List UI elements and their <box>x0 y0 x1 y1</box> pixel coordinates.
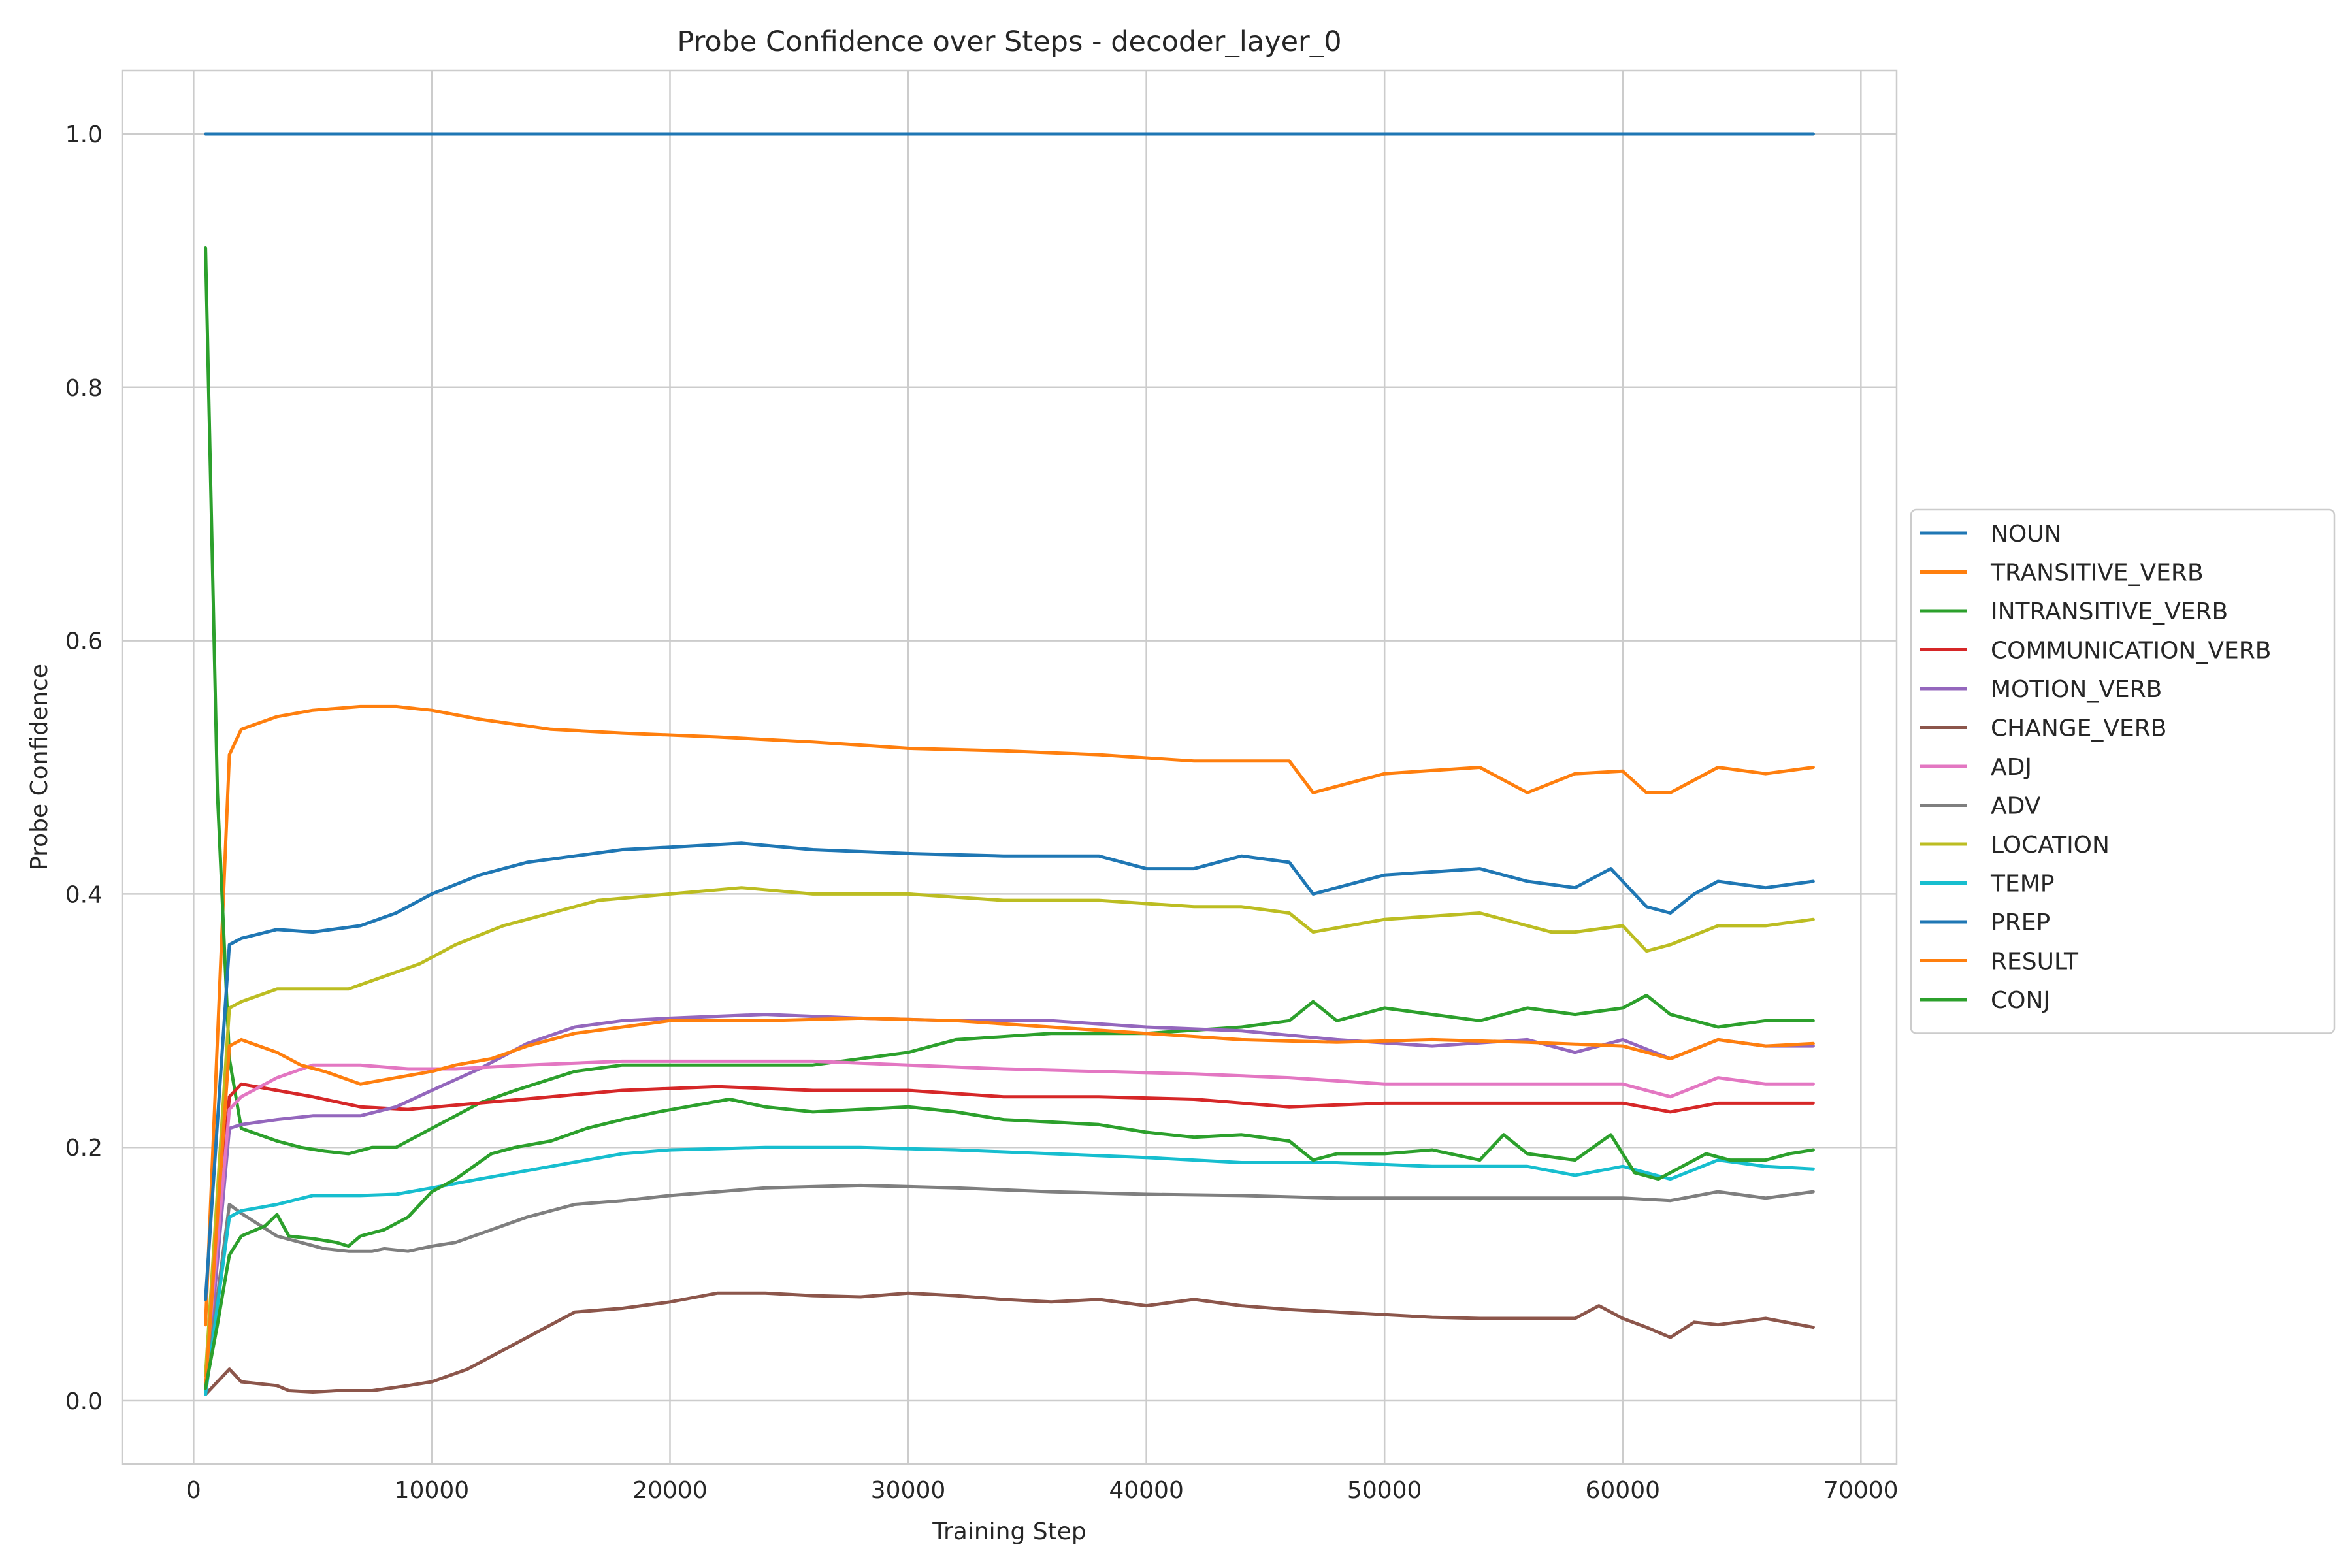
legend-label: COMMUNICATION_VERB <box>1991 638 2271 664</box>
x-tick-label: 30000 <box>871 1477 946 1504</box>
legend-label: NOUN <box>1991 521 2062 547</box>
legend: NOUN TRANSITIVE_VERB INTRANSITIVE_VERB COMM… <box>1910 508 2336 1034</box>
legend-label: TRANSITIVE_VERB <box>1990 560 2204 587</box>
x-gridlines <box>193 71 1862 1464</box>
legend-label: LOCATION <box>1991 832 2110 858</box>
series-line-result <box>204 1016 1815 1390</box>
x-tick-label: 40000 <box>1109 1477 1184 1504</box>
series-line-adv <box>204 1183 1815 1390</box>
series-line-conj <box>204 1098 1815 1390</box>
series-line-intransitive-verb <box>204 246 1815 1156</box>
series-line-prep <box>204 841 1815 1301</box>
series-lines <box>204 132 1815 1396</box>
y-tick-labels: 0.0 0.2 0.4 0.6 0.8 1.0 <box>65 122 103 1415</box>
legend-label: RESULT <box>1991 949 2079 975</box>
y-axis-title: Probe Confidence <box>26 664 53 870</box>
series-line-communication-verb <box>204 1082 1815 1377</box>
legend-label: ADJ <box>1991 754 2032 781</box>
y-tick-label: 0.4 <box>65 881 103 908</box>
legend-label: CHANGE_VERB <box>1991 715 2167 742</box>
y-tick-label: 0.2 <box>65 1135 103 1162</box>
plot-area <box>122 71 1897 1464</box>
y-tick-label: 0.0 <box>65 1388 103 1415</box>
x-tick-label: 50000 <box>1347 1477 1422 1504</box>
x-tick-labels: 0 10000 20000 30000 40000 50000 60000 70000 <box>186 1477 1899 1504</box>
y-tick-label: 0.8 <box>65 375 103 402</box>
series-line-change-verb <box>204 1291 1815 1396</box>
legend-label: TEMP <box>1990 871 2055 898</box>
x-tick-label: 70000 <box>1823 1477 1899 1504</box>
x-tick-label: 20000 <box>632 1477 708 1504</box>
chart-title: Probe Confidence over Steps - decoder_la… <box>677 25 1341 58</box>
series-line-transitive-verb <box>204 704 1815 1327</box>
x-axis-title: Training Step <box>932 1518 1086 1545</box>
plot-frame <box>121 69 1898 1465</box>
series-line-location <box>204 886 1815 1377</box>
series-line-temp <box>204 1145 1815 1396</box>
legend-label: CONJ <box>1991 987 2050 1014</box>
x-tick-label: 60000 <box>1585 1477 1660 1504</box>
series-line-adj <box>204 1059 1815 1377</box>
legend-label: ADV <box>1991 793 2041 820</box>
y-tick-label: 1.0 <box>65 122 103 148</box>
legend-label: PREP <box>1991 909 2050 936</box>
legend-label: INTRANSITIVE_VERB <box>1991 598 2228 625</box>
x-tick-label: 10000 <box>395 1477 470 1504</box>
legend-label: MOTION_VERB <box>1991 676 2162 703</box>
y-tick-label: 0.6 <box>65 629 103 655</box>
legend-box <box>1910 508 2336 1034</box>
x-tick-label: 0 <box>186 1477 201 1504</box>
